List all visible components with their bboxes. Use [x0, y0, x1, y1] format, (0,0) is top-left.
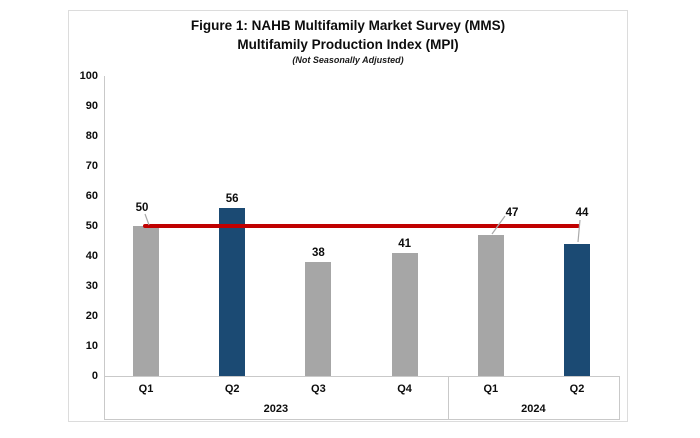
category-table-right-border — [619, 376, 620, 419]
chart-title-line2: Multifamily Production Index (MPI) — [237, 37, 459, 52]
y-tick-label-90: 90 — [85, 99, 98, 112]
figure-panel: Figure 1: NAHB Multifamily Market Survey… — [68, 10, 628, 422]
year-group-label-2024: 2024 — [521, 403, 546, 415]
bar-q3-2023 — [305, 262, 332, 376]
y-tick-label-100: 100 — [79, 69, 98, 82]
y-tick-label-0: 0 — [91, 369, 98, 382]
bar-q1-2024 — [477, 235, 504, 376]
bar-value-label: 56 — [225, 192, 239, 205]
chart-title-block: Figure 1: NAHB Multifamily Market Survey… — [69, 16, 627, 67]
plot-area: 0 10 20 30 40 50 60 70 80 90 100 50 56 38 41 47 44 Q1 Q2 Q3… — [69, 11, 629, 423]
bar-value-label: 38 — [311, 246, 325, 259]
y-tick-label-10: 10 — [85, 339, 98, 352]
bar-q2-2023 — [219, 208, 246, 376]
year-group-label-2023: 2023 — [263, 403, 289, 415]
x-category-label: Q2 — [569, 383, 585, 395]
bar-q1-2023 — [133, 226, 159, 376]
x-category-label: Q1 — [483, 383, 499, 395]
x-category-label: Q2 — [224, 383, 240, 395]
y-axis-line — [104, 76, 105, 419]
y-tick-label-40: 40 — [85, 249, 98, 262]
y-tick-label-60: 60 — [85, 189, 98, 202]
y-tick-label-50: 50 — [85, 219, 98, 232]
chart-title-line1: Figure 1: NAHB Multifamily Market Survey… — [190, 18, 506, 33]
reference-line — [143, 224, 580, 228]
bar-value-label: 41 — [398, 237, 411, 250]
x-category-label: Q4 — [397, 383, 412, 395]
y-tick-label-70: 70 — [85, 159, 98, 172]
year-group-divider — [447, 376, 449, 419]
chart-subtitle: (Not Seasonally Adjusted) — [292, 55, 404, 65]
y-tick-label-20: 20 — [85, 309, 98, 322]
y-tick-label-30: 30 — [85, 279, 98, 292]
x-axis-line — [104, 376, 619, 377]
bar-q2-2024 — [564, 244, 590, 376]
y-tick-label-80: 80 — [85, 129, 98, 142]
bar-value-label: 44 — [575, 207, 589, 219]
x-category-label: Q1 — [138, 383, 154, 395]
bar-q4-2023 — [391, 253, 418, 376]
x-category-label: Q3 — [311, 383, 326, 395]
category-table-bottom-border — [104, 419, 620, 420]
bar-value-label: 47 — [505, 207, 519, 219]
bar-value-label: 50 — [135, 202, 149, 214]
